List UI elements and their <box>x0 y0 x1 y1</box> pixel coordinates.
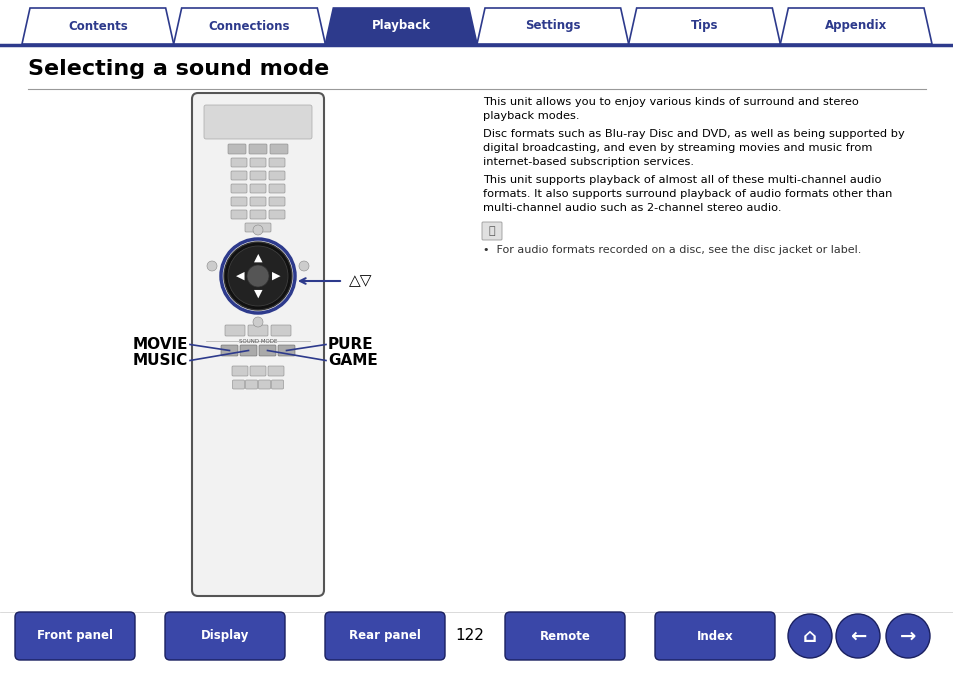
FancyBboxPatch shape <box>269 184 285 193</box>
Circle shape <box>298 261 309 271</box>
FancyBboxPatch shape <box>250 366 266 376</box>
Text: This unit allows you to enjoy various kinds of surround and stereo: This unit allows you to enjoy various ki… <box>482 97 858 107</box>
Text: Settings: Settings <box>524 20 580 32</box>
FancyBboxPatch shape <box>269 197 285 206</box>
Text: Display: Display <box>200 629 249 643</box>
Text: 🖊: 🖊 <box>488 226 495 236</box>
FancyBboxPatch shape <box>269 171 285 180</box>
FancyBboxPatch shape <box>481 222 501 240</box>
FancyBboxPatch shape <box>269 158 285 167</box>
FancyBboxPatch shape <box>240 345 256 356</box>
Text: ▼: ▼ <box>253 289 262 299</box>
FancyBboxPatch shape <box>249 144 267 154</box>
Text: MUSIC: MUSIC <box>132 353 188 368</box>
Text: SOUND MODE: SOUND MODE <box>238 339 277 344</box>
Text: ▶: ▶ <box>272 271 280 281</box>
Text: ⌂: ⌂ <box>802 627 816 645</box>
Circle shape <box>224 242 292 310</box>
FancyBboxPatch shape <box>655 612 774 660</box>
Polygon shape <box>780 8 931 44</box>
Circle shape <box>253 317 263 327</box>
FancyBboxPatch shape <box>325 612 444 660</box>
Text: Remote: Remote <box>539 629 590 643</box>
Text: →: → <box>899 627 915 645</box>
Text: PURE: PURE <box>328 337 374 352</box>
FancyBboxPatch shape <box>231 197 247 206</box>
Text: △▽: △▽ <box>349 273 372 289</box>
Text: Front panel: Front panel <box>37 629 112 643</box>
Text: playback modes.: playback modes. <box>482 111 578 121</box>
FancyBboxPatch shape <box>269 210 285 219</box>
FancyBboxPatch shape <box>258 380 271 389</box>
FancyBboxPatch shape <box>165 612 285 660</box>
Text: ▲: ▲ <box>253 253 262 263</box>
FancyBboxPatch shape <box>233 380 244 389</box>
Polygon shape <box>476 8 628 44</box>
FancyBboxPatch shape <box>250 210 266 219</box>
Polygon shape <box>628 8 780 44</box>
FancyBboxPatch shape <box>15 612 135 660</box>
Text: digital broadcasting, and even by streaming movies and music from: digital broadcasting, and even by stream… <box>482 143 871 153</box>
Text: Connections: Connections <box>209 20 290 32</box>
Text: ←: ← <box>849 627 865 645</box>
FancyBboxPatch shape <box>225 325 245 336</box>
FancyBboxPatch shape <box>250 197 266 206</box>
Text: •  For audio formats recorded on a disc, see the disc jacket or label.: • For audio formats recorded on a disc, … <box>482 245 861 255</box>
Text: Tips: Tips <box>690 20 718 32</box>
Polygon shape <box>325 8 476 44</box>
Circle shape <box>253 225 263 235</box>
Text: Index: Index <box>696 629 733 643</box>
Circle shape <box>885 614 929 658</box>
FancyBboxPatch shape <box>270 144 288 154</box>
Text: MOVIE: MOVIE <box>132 337 188 352</box>
Text: internet-based subscription services.: internet-based subscription services. <box>482 157 693 167</box>
Circle shape <box>835 614 879 658</box>
FancyBboxPatch shape <box>232 366 248 376</box>
FancyBboxPatch shape <box>231 158 247 167</box>
FancyBboxPatch shape <box>245 223 271 232</box>
FancyBboxPatch shape <box>250 158 266 167</box>
FancyBboxPatch shape <box>268 366 284 376</box>
Text: ◀: ◀ <box>235 271 244 281</box>
Text: Contents: Contents <box>68 20 128 32</box>
Text: Rear panel: Rear panel <box>349 629 420 643</box>
Text: formats. It also supports surround playback of audio formats other than: formats. It also supports surround playb… <box>482 189 891 199</box>
FancyBboxPatch shape <box>250 171 266 180</box>
FancyBboxPatch shape <box>204 105 312 139</box>
FancyBboxPatch shape <box>258 345 275 356</box>
Circle shape <box>787 614 831 658</box>
FancyBboxPatch shape <box>231 210 247 219</box>
Text: This unit supports playback of almost all of these multi-channel audio: This unit supports playback of almost al… <box>482 175 881 185</box>
Text: Appendix: Appendix <box>824 20 886 32</box>
Text: Selecting a sound mode: Selecting a sound mode <box>28 59 329 79</box>
Text: multi-channel audio such as 2-channel stereo audio.: multi-channel audio such as 2-channel st… <box>482 203 781 213</box>
FancyBboxPatch shape <box>231 171 247 180</box>
Text: GAME: GAME <box>328 353 377 368</box>
FancyBboxPatch shape <box>228 144 246 154</box>
Circle shape <box>228 246 288 306</box>
Text: Playback: Playback <box>372 20 430 32</box>
Text: Disc formats such as Blu-ray Disc and DVD, as well as being supported by: Disc formats such as Blu-ray Disc and DV… <box>482 129 903 139</box>
FancyBboxPatch shape <box>272 380 283 389</box>
FancyBboxPatch shape <box>504 612 624 660</box>
FancyBboxPatch shape <box>192 93 324 596</box>
FancyBboxPatch shape <box>245 380 257 389</box>
Circle shape <box>207 261 216 271</box>
Polygon shape <box>22 8 173 44</box>
FancyBboxPatch shape <box>231 184 247 193</box>
Text: 122: 122 <box>456 629 484 643</box>
FancyBboxPatch shape <box>277 345 294 356</box>
Circle shape <box>247 265 269 287</box>
FancyBboxPatch shape <box>248 325 268 336</box>
Polygon shape <box>173 8 325 44</box>
FancyBboxPatch shape <box>221 345 237 356</box>
FancyBboxPatch shape <box>271 325 291 336</box>
FancyBboxPatch shape <box>250 184 266 193</box>
